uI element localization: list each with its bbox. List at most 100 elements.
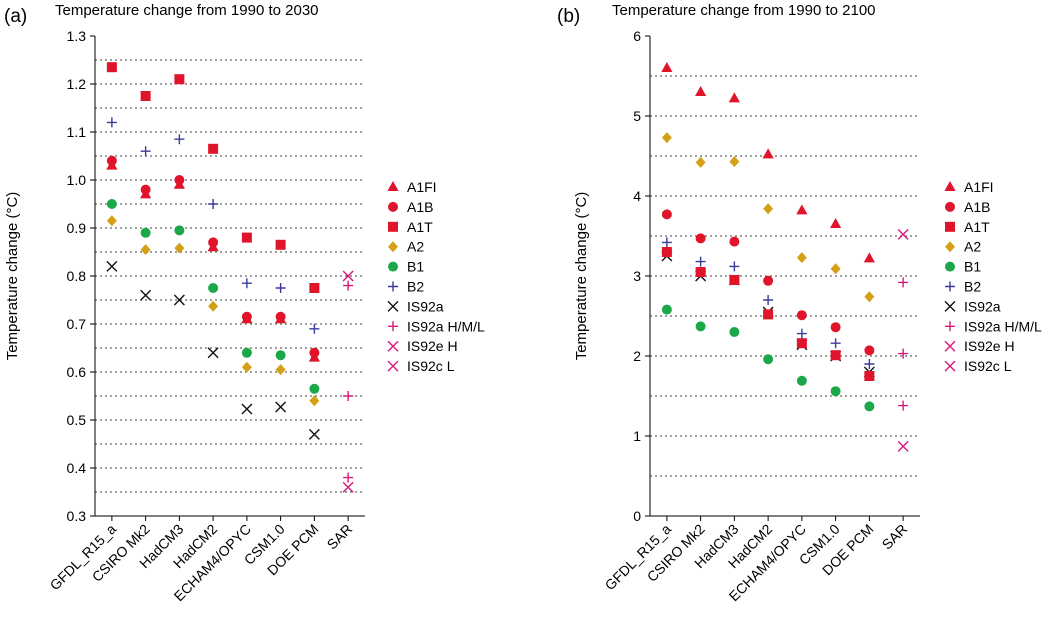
- panel-a-point-is92a-hadcm2: [207, 347, 219, 359]
- panel-a-point-a2-csiro-mk2: [140, 244, 151, 256]
- panel-b-point-a1b-csiro-mk2: [695, 233, 706, 244]
- panel-a-y-tick-label: 0.9: [67, 220, 87, 236]
- panel-a-legend-marker-is92c-l: [387, 360, 399, 372]
- panel-b-point-a1fi-csm1-0: [830, 218, 842, 228]
- panel-b-point-b1-doe-pcm: [864, 401, 875, 412]
- panel-a-legend-marker-is92e-h: [387, 340, 399, 352]
- panel-b-legend-marker-is92c-l: [944, 360, 956, 372]
- panel-b-point-a2-hadcm2: [763, 203, 774, 215]
- panel-a-point-a2-csm1-0: [275, 364, 286, 376]
- panel-a-point-b1-hadcm2: [208, 283, 219, 293]
- panel-a-point-is92a-csiro-mk2: [140, 289, 152, 301]
- panel-b-point-a2-hadcm3: [729, 156, 740, 168]
- panel-b-point-is92a-h-m-l-sar: [898, 400, 909, 411]
- panel-b-point-b2-csm1-0: [830, 338, 841, 349]
- panel-a-point-b2-doe-pcm: [309, 323, 320, 334]
- panel-b-y-tick-label: 6: [633, 28, 641, 44]
- panel-b-point-a1fi-csiro-mk2: [695, 86, 707, 96]
- panel-a-legend-label-is92a: IS92a: [407, 298, 444, 314]
- panel-a-point-a1fi-csiro-mk2: [140, 188, 152, 199]
- panel-b-legend-label-b1: B1: [964, 259, 981, 275]
- panel-b-point-a2-echam4-opyc: [796, 252, 807, 264]
- panel-b-point-is92a-h-m-l-sar: [898, 348, 909, 359]
- panel-b-point-b2-echam4-opyc: [796, 328, 807, 339]
- panel-a-point-a1t-csm1-0: [275, 239, 286, 250]
- panel-b-legend-marker-a1fi: [944, 181, 956, 191]
- panel-b-legend-label-is92c-l: IS92c L: [964, 358, 1012, 374]
- panel-b-legend-marker-is92a: [944, 300, 956, 312]
- panel-a-point-b2-csiro-mk2: [140, 146, 151, 157]
- panel-a-legend-label-is92c-l: IS92c L: [407, 358, 455, 374]
- panel-a-y-ticks: 0.3 0.4 0.5 0.6 0.7 0.8 0.9 1.0 1.1 1.2 1.3: [67, 28, 95, 524]
- panel-a-point-a1fi-gfdl-r15-a: [106, 159, 118, 170]
- panel-b: (b) Temperature change from 1990 to 2100…: [557, 2, 1042, 604]
- panel-b-point-a1fi-hadcm2: [762, 148, 774, 159]
- panel-a-legend-marker-a1fi: [387, 181, 399, 191]
- panel-a-point-a1fi-csm1-0: [275, 313, 287, 324]
- panel-a-y-tick-label: 0.6: [67, 364, 87, 380]
- panel-b-point-a1t-hadcm3: [729, 275, 740, 285]
- panel-b-point-a1b-doe-pcm: [864, 345, 875, 356]
- panel-b-point-a1b-csm1-0: [830, 322, 841, 333]
- panel-b-point-a1t-csm1-0: [830, 350, 841, 361]
- panel-b-y-tick-label: 4: [633, 188, 641, 204]
- panel-a-point-is92a-csm1-0: [275, 401, 287, 413]
- panel-a-point-is92a-doe-pcm: [308, 428, 320, 440]
- panel-b-point-is92a-h-m-l-sar: [898, 277, 909, 288]
- panel-a-point-b1-hadcm3: [174, 225, 185, 236]
- panel-a-title: Temperature change from 1990 to 2030: [55, 2, 319, 19]
- panel-a-x-tick-label-sar: SAR: [324, 521, 356, 553]
- panel-a-label: (a): [4, 6, 27, 27]
- panel-a-point-is92c-l-sar: [342, 481, 354, 493]
- panel-a-point-is92a-h-m-l-sar: [343, 280, 354, 291]
- panel-a-point-a2-gfdl-r15-a: [106, 215, 117, 227]
- panel-a-y-tick-label: 1.3: [67, 28, 87, 44]
- panel-a-point-b2-echam4-opyc: [241, 278, 252, 289]
- panel-a-y-tick-label: 1.1: [67, 124, 87, 140]
- panel-a-legend-marker-is92a: [387, 300, 399, 312]
- panel-a-legend-marker-a1b: [388, 201, 398, 212]
- panel-a-point-a1fi-hadcm3: [173, 178, 185, 189]
- panel-b-point-b2-csiro-mk2: [695, 256, 706, 267]
- panel-b-point-is92e-h-sar: [897, 228, 909, 240]
- panel-a-y-tick-label: 0.5: [67, 412, 87, 428]
- panel-b-point-b1-hadcm2: [763, 354, 774, 365]
- panel-a-point-is92a-hadcm3: [173, 294, 185, 306]
- panel-a-legend-label-a1t: A1T: [407, 219, 433, 235]
- panel-b-x-tick-label-sar: SAR: [879, 521, 911, 553]
- panel-b-points: [661, 62, 909, 452]
- panel-b-legend-label-a1t: A1T: [964, 219, 990, 235]
- panel-a-point-a1t-hadcm2: [208, 143, 219, 154]
- panel-a-points: [106, 62, 354, 493]
- panel-b-point-b2-gfdl-r15-a: [661, 237, 672, 248]
- panel-b-y-tick-label: 1: [633, 428, 641, 444]
- panel-a-legend-marker-b2: [388, 281, 398, 292]
- panel-a-point-b2-csm1-0: [275, 283, 286, 293]
- panel-b-point-a1b-echam4-opyc: [796, 310, 807, 321]
- panel-b-point-b2-hadcm3: [729, 261, 740, 272]
- panel-b-point-b2-hadcm2: [763, 295, 774, 305]
- panel-b-point-b1-csm1-0: [830, 386, 841, 397]
- panel-a-legend-label-is92e-h: IS92e H: [407, 338, 458, 354]
- panel-b-point-b1-echam4-opyc: [796, 375, 807, 386]
- panel-a-point-a1t-gfdl-r15-a: [106, 62, 117, 73]
- panel-a-y-tick-label: 0.7: [67, 316, 87, 332]
- panel-a-point-a2-doe-pcm: [309, 395, 320, 407]
- panel-a-point-b2-hadcm3: [174, 134, 185, 145]
- panel-a-legend-marker-a1t: [388, 221, 398, 232]
- panel-b-legend-label-is92a: IS92a: [964, 298, 1001, 314]
- panel-a-legend-label-b1: B1: [407, 259, 424, 275]
- panel-a-point-a1fi-hadcm2: [207, 241, 219, 252]
- panel-a-y-axis-label: Temperature change (°C): [4, 192, 21, 361]
- panel-b-y-tick-label: 2: [633, 348, 641, 364]
- panel-a-point-is92a-h-m-l-sar: [343, 391, 354, 401]
- panel-a-point-a1fi-doe-pcm: [308, 351, 320, 362]
- panel-a-y-tick-label: 1.2: [67, 76, 87, 92]
- panel-b-legend-label-a1b: A1B: [964, 199, 990, 215]
- panel-b-point-a1t-echam4-opyc: [796, 338, 807, 349]
- panel-b-point-b1-gfdl-r15-a: [661, 304, 672, 315]
- panel-b-y-axis-label: Temperature change (°C): [573, 192, 590, 361]
